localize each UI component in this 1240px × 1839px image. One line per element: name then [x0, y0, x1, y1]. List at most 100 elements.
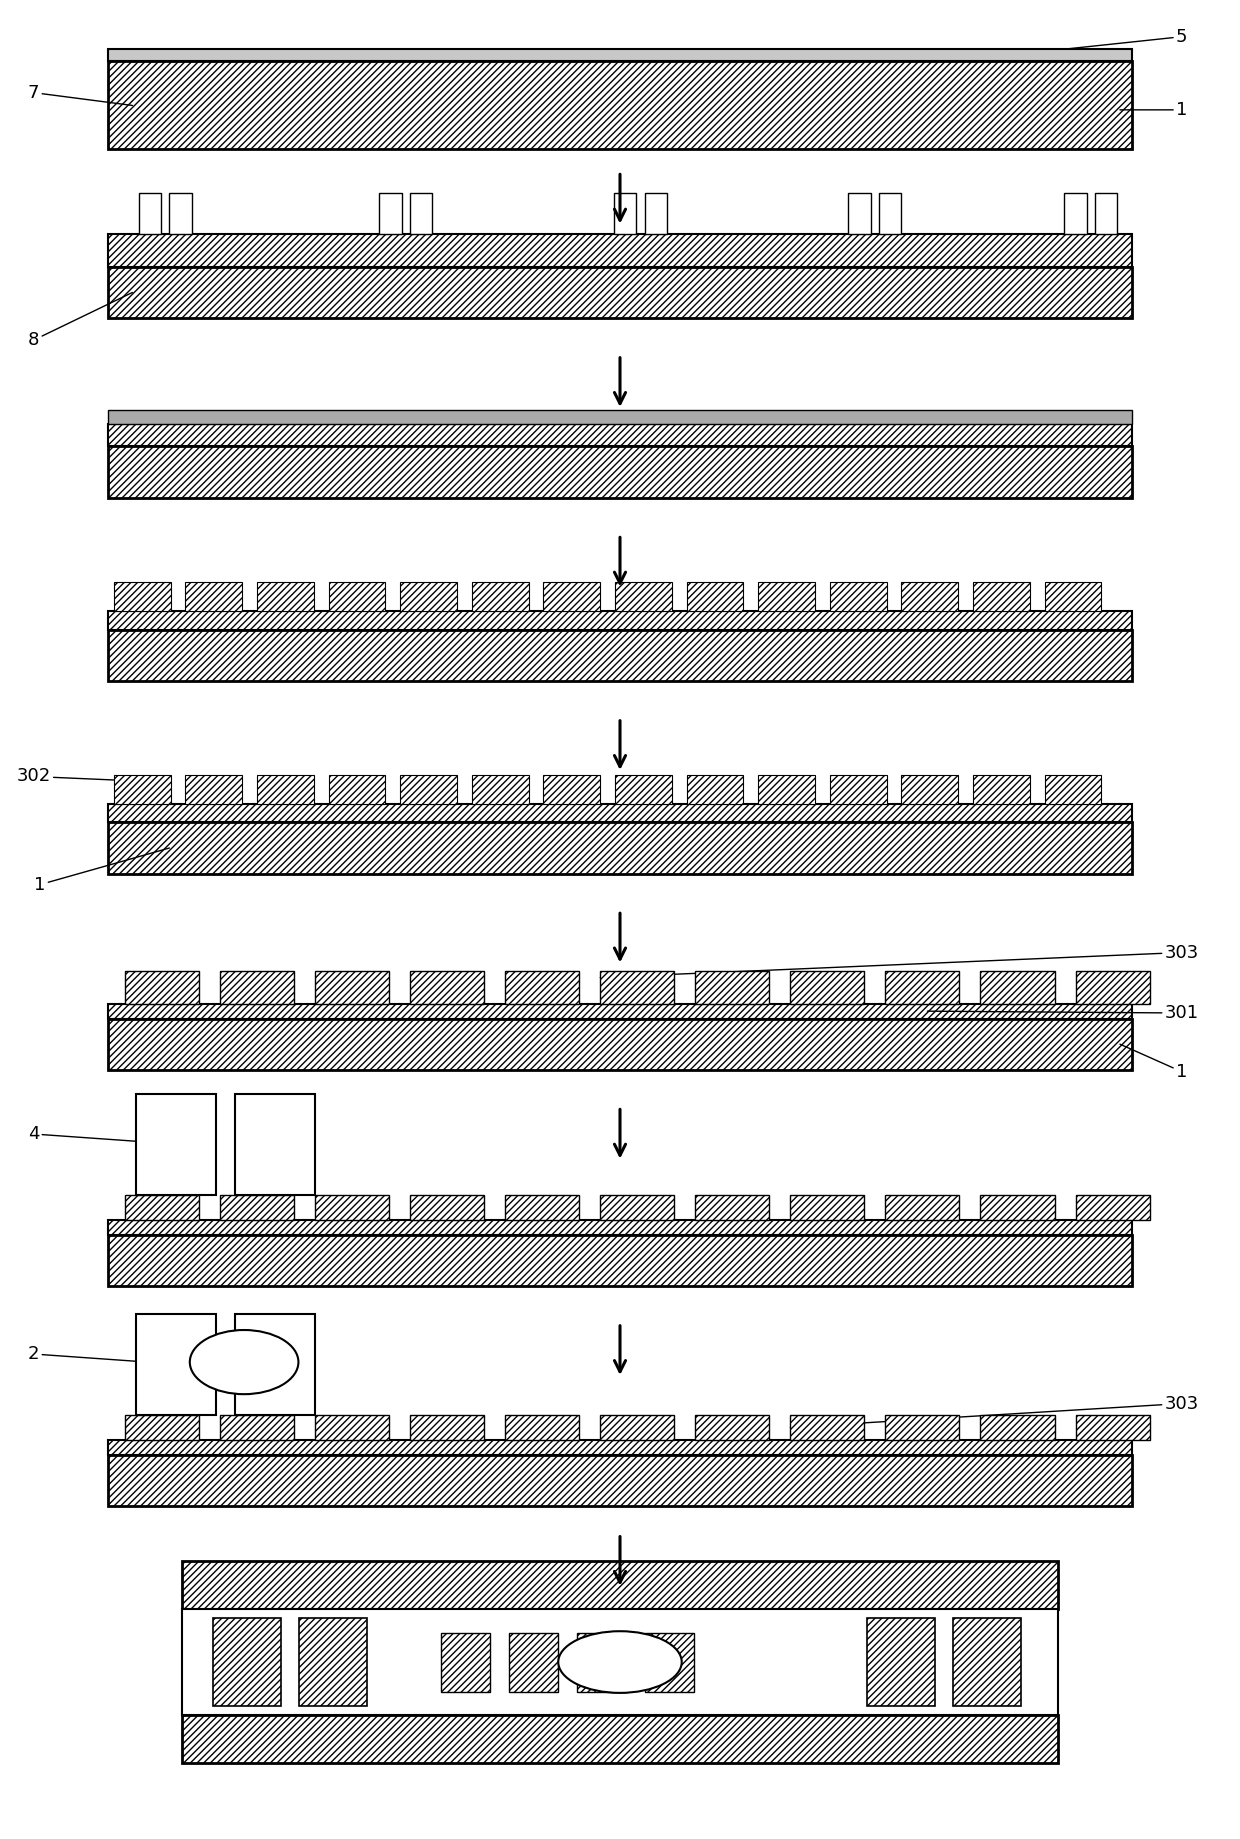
- Bar: [879, 193, 901, 234]
- Bar: [848, 193, 870, 234]
- Bar: [108, 410, 1132, 425]
- Bar: [108, 1440, 1132, 1455]
- Bar: [108, 822, 1132, 874]
- Bar: [1044, 774, 1101, 804]
- Bar: [615, 774, 672, 804]
- Bar: [600, 971, 675, 1004]
- Bar: [1075, 1414, 1149, 1440]
- Bar: [410, 1414, 484, 1440]
- Bar: [973, 583, 1030, 612]
- Bar: [600, 1414, 675, 1440]
- Bar: [410, 971, 484, 1004]
- Text: 302: 302: [16, 767, 126, 785]
- Bar: [1075, 971, 1149, 1004]
- Bar: [615, 583, 672, 612]
- Bar: [257, 774, 314, 804]
- Bar: [182, 1609, 1058, 1716]
- Bar: [954, 1618, 1022, 1705]
- Bar: [108, 267, 1132, 318]
- Bar: [600, 1195, 675, 1221]
- Bar: [981, 971, 1054, 1004]
- Bar: [508, 1633, 558, 1692]
- Bar: [139, 193, 161, 234]
- Bar: [125, 1195, 200, 1221]
- Bar: [1095, 193, 1117, 234]
- Bar: [577, 1633, 626, 1692]
- Bar: [125, 971, 200, 1004]
- Bar: [108, 612, 1132, 629]
- Bar: [315, 1195, 389, 1221]
- Bar: [901, 583, 959, 612]
- Bar: [790, 1195, 864, 1221]
- Bar: [1044, 583, 1101, 612]
- Text: 8: 8: [29, 292, 133, 349]
- Bar: [315, 971, 389, 1004]
- Text: 303: 303: [600, 943, 1199, 978]
- Bar: [410, 1195, 484, 1221]
- Bar: [170, 193, 192, 234]
- Text: 4: 4: [27, 1125, 176, 1144]
- Bar: [830, 774, 887, 804]
- Bar: [186, 774, 242, 804]
- Bar: [108, 48, 1132, 61]
- Bar: [234, 1313, 315, 1414]
- Bar: [234, 1094, 315, 1195]
- Text: 5: 5: [1009, 28, 1188, 55]
- Bar: [758, 774, 815, 804]
- Bar: [114, 774, 171, 804]
- Bar: [885, 971, 960, 1004]
- Bar: [108, 425, 1132, 447]
- Bar: [410, 193, 433, 234]
- Bar: [108, 447, 1132, 498]
- Bar: [543, 583, 600, 612]
- Bar: [219, 971, 294, 1004]
- Bar: [108, 1019, 1132, 1070]
- Bar: [790, 971, 864, 1004]
- Bar: [758, 583, 815, 612]
- Bar: [315, 1414, 389, 1440]
- Bar: [182, 1716, 1058, 1764]
- Bar: [299, 1618, 367, 1705]
- Bar: [108, 1221, 1132, 1234]
- Text: 1: 1: [1120, 101, 1188, 120]
- Bar: [257, 583, 314, 612]
- Bar: [645, 193, 667, 234]
- Bar: [472, 583, 528, 612]
- Bar: [696, 1414, 769, 1440]
- Bar: [614, 193, 636, 234]
- Bar: [108, 61, 1132, 149]
- Bar: [505, 1195, 579, 1221]
- Bar: [790, 1414, 864, 1440]
- Bar: [329, 774, 386, 804]
- Bar: [108, 804, 1132, 822]
- Text: 2: 2: [27, 1344, 176, 1365]
- Bar: [212, 1618, 280, 1705]
- Bar: [885, 1414, 960, 1440]
- Bar: [645, 1633, 694, 1692]
- Bar: [696, 971, 769, 1004]
- Bar: [379, 193, 402, 234]
- Bar: [401, 774, 458, 804]
- Bar: [136, 1313, 216, 1414]
- Bar: [114, 583, 171, 612]
- Bar: [1075, 1195, 1149, 1221]
- Bar: [505, 1414, 579, 1440]
- Bar: [981, 1414, 1054, 1440]
- Bar: [329, 583, 386, 612]
- Bar: [981, 1195, 1054, 1221]
- Text: 303: 303: [790, 1394, 1199, 1427]
- Text: 1: 1: [1120, 1045, 1188, 1081]
- Bar: [108, 1234, 1132, 1285]
- Bar: [108, 234, 1132, 267]
- Bar: [543, 774, 600, 804]
- Text: 1: 1: [35, 848, 170, 894]
- Bar: [901, 774, 959, 804]
- Bar: [696, 1195, 769, 1221]
- Bar: [973, 774, 1030, 804]
- Bar: [885, 1195, 960, 1221]
- Text: 301: 301: [928, 1004, 1199, 1022]
- Bar: [219, 1414, 294, 1440]
- Bar: [505, 971, 579, 1004]
- Bar: [182, 1561, 1058, 1609]
- Bar: [108, 1004, 1132, 1019]
